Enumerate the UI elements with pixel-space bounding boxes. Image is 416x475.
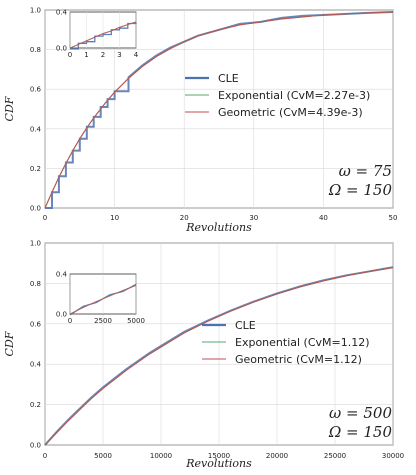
inset-x-tick-label: 4 [134,51,139,59]
parameter-annotation: Ω = 150 [328,181,393,199]
inset-series-geometric [69,285,137,315]
inset-x-tick-label: 0 [68,317,72,325]
y-tick-label: 0.0 [30,442,41,450]
legend-label: Exponential (CvM=2.27e-3) [218,89,370,102]
y-tick-label: 0.4 [30,125,42,133]
parameter-annotation: ω = 500 [329,404,392,422]
inset-x-tick-label: 0 [68,51,72,59]
inset-x-tick-label: 5000 [127,317,145,325]
inset-series-geometric [69,21,137,49]
inset-y-tick-label: 0.4 [56,9,68,17]
series-line-geometric [44,267,394,446]
x-tick-label: 0 [43,214,47,222]
y-tick-label: 0.8 [30,46,41,54]
parameter-annotation: Ω = 150 [328,423,393,441]
x-tick-label: 30 [249,214,258,222]
legend-label: CLE [235,319,256,332]
x-tick-label: 5000 [94,452,112,460]
chart-1: 0 10 20 30 40 500.00.20.40.60.81.0Revolutions… [3,7,397,235]
legend-label: Exponential (CvM=1.12) [235,336,370,349]
inset-y-tick-label: 0.0 [56,45,67,53]
legend-label: Geometric (CvM=4.39e-3) [218,106,363,119]
y-tick-label: 0.6 [30,86,42,94]
x-axis-label: Revolutions [185,457,252,470]
parameter-annotation: ω = 75 [339,162,392,180]
x-tick-label: 10 [110,214,119,222]
y-axis-label: CDF [3,331,16,356]
inset-chart: 0 2500 5000 0.0 0.4 [56,271,145,326]
legend: CLE Exponential (CvM=1.12) Geometric (CvM=… [202,319,370,366]
legend-label: CLE [218,72,239,85]
inset-y-tick-label: 0.0 [56,311,67,319]
inset-x-tick-label: 3 [117,51,121,59]
inset-x-tick-label: 1 [84,51,88,59]
x-tick-label: 20000 [266,452,288,460]
series-line-geometric [44,11,394,209]
x-axis-label: Revolutions [185,221,252,234]
inset-x-tick-label: 2500 [94,317,112,325]
y-tick-label: 0.0 [30,205,41,213]
y-tick-label: 0.2 [30,165,41,173]
y-tick-label: 0.6 [30,320,42,328]
chart-2: 0 5000 10000 15000 20000 25000 300000.00.20.40… [3,240,404,471]
x-tick-label: 20 [180,214,189,222]
y-tick-label: 1.0 [30,7,41,15]
y-tick-label: 0.8 [30,280,41,288]
inset-series-cle [70,22,137,50]
x-tick-label: 10000 [150,452,172,460]
legend-label: Geometric (CvM=1.12) [235,353,362,366]
x-tick-label: 30000 [382,452,404,460]
y-axis-label: CDF [3,96,16,121]
x-tick-label: 15000 [208,452,230,460]
y-tick-label: 1.0 [30,240,41,248]
x-tick-label: 25000 [324,452,346,460]
x-tick-label: 50 [389,214,398,222]
x-tick-label: 40 [319,214,328,222]
inset-x-tick-label: 2 [101,51,105,59]
inset-y-tick-label: 0.4 [56,271,68,279]
x-tick-label: 0 [43,452,47,460]
legend: CLE Exponential (CvM=2.27e-3) Geometric (C… [185,72,370,119]
inset-chart: 0 1 2 3 4 0.0 0.4 [56,9,139,60]
y-tick-label: 0.2 [30,401,41,409]
y-tick-label: 0.4 [30,361,42,369]
